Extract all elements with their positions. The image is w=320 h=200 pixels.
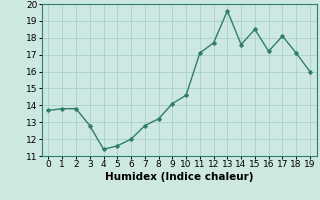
X-axis label: Humidex (Indice chaleur): Humidex (Indice chaleur): [105, 172, 253, 182]
